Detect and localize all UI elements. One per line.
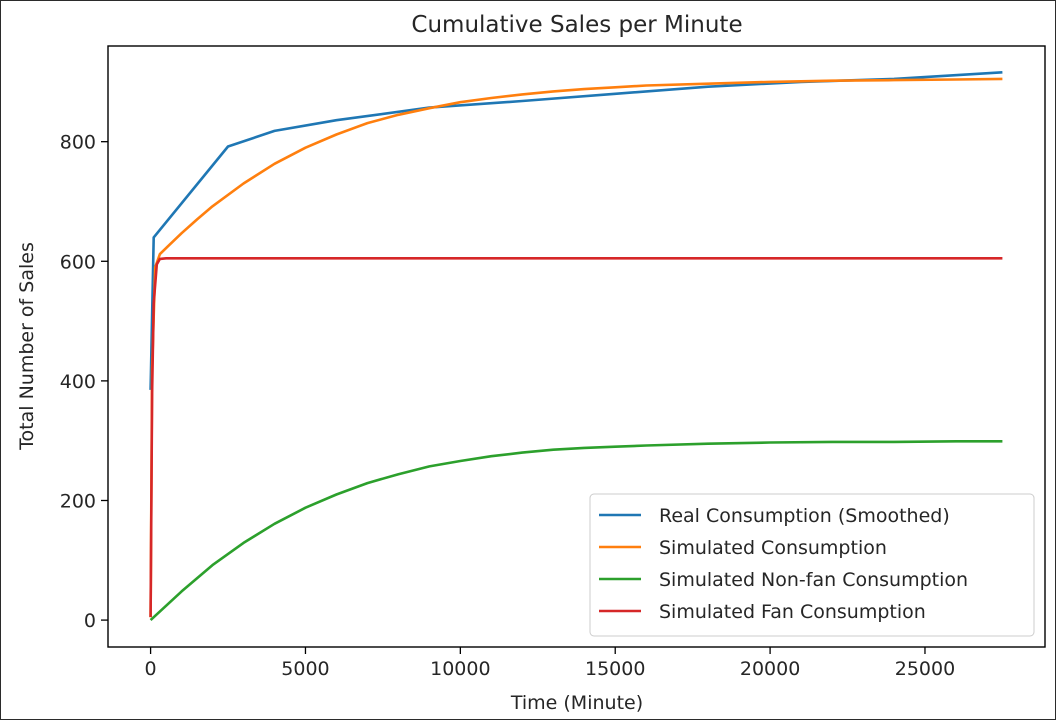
x-tick-label: 5000 <box>281 658 329 680</box>
x-axis-title: Time (Minute) <box>510 692 643 714</box>
x-tick-label: 0 <box>145 658 157 680</box>
x-tick-label: 10000 <box>430 658 490 680</box>
y-axis-title: Total Number of Sales <box>16 242 38 451</box>
chart-title: Cumulative Sales per Minute <box>411 12 742 38</box>
legend-label-real-consumption-smoothed: Real Consumption (Smoothed) <box>659 505 950 527</box>
x-tick-label: 20000 <box>740 658 800 680</box>
y-tick-label: 600 <box>60 251 96 273</box>
legend-box <box>589 493 1035 637</box>
legend-label-simulated-non-fan-consumption: Simulated Non-fan Consumption <box>659 569 968 591</box>
series-line-real-consumption-smoothed <box>149 71 1003 390</box>
legend-items: Real Consumption (Smoothed) Simulated Con… <box>599 505 968 623</box>
legend-label-simulated-fan-consumption: Simulated Fan Consumption <box>659 601 926 623</box>
y-tick-label: 200 <box>60 490 96 512</box>
x-axis: 0 5000 10000 15000 20000 25000 <box>145 647 955 680</box>
y-tick-label: 800 <box>60 132 96 154</box>
y-tick-label: 400 <box>60 371 96 393</box>
plot-area <box>107 45 1046 648</box>
y-tick-label: 0 <box>84 610 96 632</box>
y-axis: 0 200 400 600 800 <box>60 132 108 632</box>
x-tick-label: 25000 <box>895 658 955 680</box>
legend: Real Consumption (Smoothed) Simulated Con… <box>589 493 1035 637</box>
x-tick-label: 15000 <box>585 658 645 680</box>
series-line-simulated-non-fan-consumption <box>149 439 1003 622</box>
series-line-simulated-fan-consumption <box>149 256 1003 618</box>
legend-label-simulated-consumption: Simulated Consumption <box>659 537 887 559</box>
series-line-simulated-consumption <box>149 77 1003 618</box>
series-layer <box>149 71 1003 622</box>
